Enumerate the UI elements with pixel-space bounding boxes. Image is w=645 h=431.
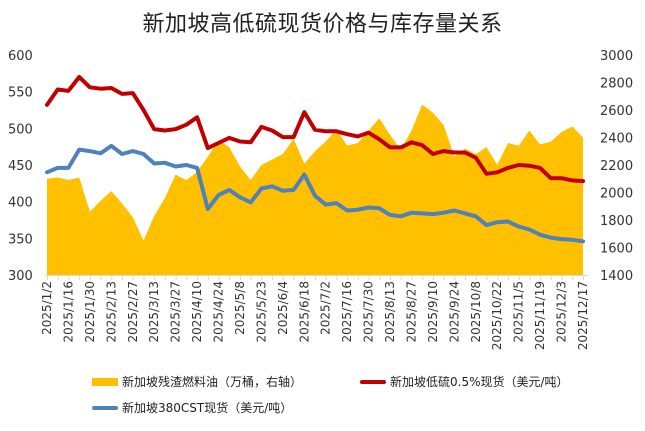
series-line-380cst	[45, 143, 585, 244]
line-layer	[45, 75, 585, 244]
x-tick-label: 2025/4/24	[212, 281, 226, 343]
y-right-tick-label: 1600	[600, 242, 633, 257]
x-tick-label: 2025/1/30	[83, 281, 97, 343]
x-tick-label: 2025/9/10	[426, 281, 440, 343]
y-right-tick-label: 2000	[600, 187, 633, 202]
legend-item-lsfo: 新加坡低硫0.5%现货（美元/吨）	[360, 373, 569, 390]
y-left-tick-label: 350	[8, 232, 33, 247]
x-tick-label: 2025/3/27	[169, 281, 183, 343]
x-tick-label: 2025/4/10	[190, 281, 204, 343]
y-right-tick-label: 1800	[600, 214, 633, 229]
y-left-tick-label: 300	[8, 269, 33, 284]
y-left-tick-label: 400	[8, 196, 33, 211]
x-tick-label: 2025/2/27	[126, 281, 140, 343]
y-right-tick-label: 2800	[600, 77, 633, 92]
x-tick-label: 2025/10/22	[490, 281, 504, 350]
x-tick-label: 2025/11/19	[533, 281, 547, 350]
x-tick-label: 2025/7/16	[340, 281, 354, 343]
x-tick-label: 2025/5/23	[254, 281, 268, 343]
x-tick-label: 2025/12/3	[555, 281, 569, 343]
y-right-tick-label: 1400	[600, 269, 633, 284]
legend-swatch-380cst	[92, 405, 118, 410]
x-tick-label: 2025/11/5	[512, 281, 526, 343]
x-tick-label: 2025/3/13	[147, 281, 161, 343]
area-layer	[47, 104, 583, 275]
x-tick-label: 2025/7/30	[362, 281, 376, 343]
y-left-tick-label: 450	[8, 159, 33, 174]
y-left-tick-label: 600	[8, 49, 33, 64]
x-tick-label: 2025/1/2	[40, 281, 54, 335]
legend-swatch-inventory	[92, 377, 118, 386]
chart-title: 新加坡高低硫现货价格与库存量关系	[142, 12, 503, 37]
x-tick-label: 2025/5/8	[233, 281, 247, 335]
y-right-tick-label: 3000	[600, 49, 633, 64]
y-right-tick-label: 2400	[600, 132, 633, 147]
y-left-tick-label: 500	[8, 122, 33, 137]
x-tick-label: 2025/10/8	[469, 281, 483, 343]
legend-label-380cst: 新加坡380CST现货（美元/吨）	[122, 401, 293, 415]
x-tick-label: 2025/7/2	[319, 281, 333, 335]
axis-layer: 2025/1/2 2025/1/16 2025/1/30 2025/2/13 2025/…	[8, 49, 633, 350]
x-tick-label: 2025/1/16	[61, 281, 75, 343]
legend-label-lsfo: 新加坡低硫0.5%现货（美元/吨）	[390, 375, 569, 389]
x-tick-label: 2025/9/24	[447, 281, 461, 343]
y-right-tick-label: 2200	[600, 159, 633, 174]
legend-item-inventory: 新加坡残渣燃料油（万桶，右轴）	[92, 373, 302, 390]
y-left-tick-label: 550	[8, 86, 33, 101]
x-tick-label: 2025/8/13	[383, 281, 397, 343]
legend-label-inventory: 新加坡残渣燃料油（万桶，右轴）	[122, 375, 303, 389]
legend-item-380cst: 新加坡380CST现货（美元/吨）	[92, 399, 292, 416]
x-tick-label: 2025/6/18	[297, 281, 311, 343]
series-area-inventory	[47, 104, 583, 275]
series-line-lsfo	[45, 75, 585, 184]
y-right-tick-label: 2600	[600, 104, 633, 119]
x-tick-label: 2025/8/27	[404, 281, 418, 343]
legend-swatch-lsfo	[360, 379, 386, 384]
x-tick-label: 2025/2/13	[104, 281, 118, 343]
x-tick-label: 2025/12/17	[576, 281, 590, 350]
x-tick-label: 2025/6/4	[276, 281, 290, 335]
